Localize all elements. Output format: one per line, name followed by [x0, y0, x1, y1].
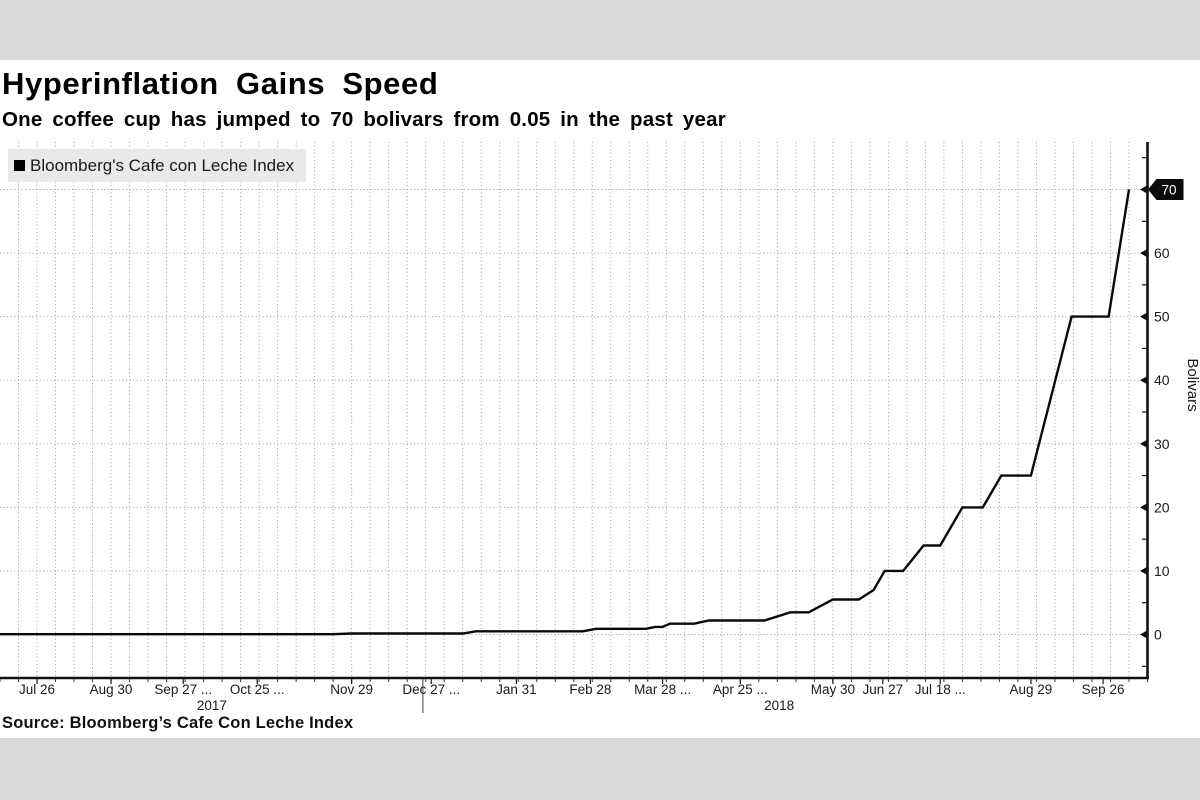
- x-tick-label: Feb 28: [569, 682, 611, 697]
- chart-title: Hyperinflation Gains Speed: [2, 66, 439, 101]
- y-major-tick: [1140, 376, 1147, 385]
- y-major-tick: [1140, 503, 1147, 512]
- y-tick-label: 0: [1154, 627, 1162, 643]
- legend-swatch-icon: [14, 160, 25, 171]
- y-major-tick: [1140, 630, 1147, 639]
- y-major-tick: [1140, 312, 1147, 321]
- price-line-series: [0, 189, 1131, 636]
- x-tick-label: Jan 31: [496, 682, 537, 697]
- y-axis-title: Bolivars: [1184, 358, 1200, 411]
- chart-subtitle: One coffee cup has jumped to 70 bolivars…: [2, 108, 726, 131]
- year-label: 2017: [197, 698, 227, 713]
- x-tick-label: Aug 29: [1010, 682, 1053, 697]
- y-tick-label: 40: [1154, 372, 1170, 388]
- y-tick-label: 10: [1154, 563, 1170, 579]
- y-tick-label: 60: [1154, 245, 1170, 261]
- x-tick-label: Mar 28 ...: [634, 682, 691, 697]
- chart-legend: Bloomberg's Cafe con Leche Index: [8, 149, 307, 182]
- x-tick-label: Oct 25 ...: [230, 682, 285, 697]
- x-tick-label: Aug 30: [90, 682, 133, 697]
- legend-series-label: Bloomberg's Cafe con Leche Index: [30, 155, 295, 175]
- y-major-tick: [1140, 566, 1147, 575]
- x-tick-label: Sep 26: [1082, 682, 1125, 697]
- x-tick-label: Jun 27: [863, 682, 904, 697]
- y-tick-label: 50: [1154, 309, 1170, 325]
- y-major-tick: [1140, 185, 1147, 194]
- x-tick-label: Jul 26: [19, 682, 55, 697]
- y-major-tick: [1140, 249, 1147, 258]
- y-tick-label: 30: [1154, 436, 1170, 452]
- year-label: 2018: [764, 698, 794, 713]
- x-tick-label: Dec 27 ...: [402, 682, 460, 697]
- y-tick-label: 20: [1154, 499, 1170, 515]
- x-tick-label: Nov 29: [330, 682, 373, 697]
- x-tick-label: Jul 18 ...: [915, 682, 966, 697]
- x-tick-label: Apr 25 ...: [713, 682, 768, 697]
- last-value-badge: [1148, 179, 1184, 201]
- last-value-badge-label: 70: [1161, 182, 1176, 197]
- source-attribution: Source: Bloomberg’s Cafe Con Leche Index: [2, 714, 354, 732]
- y-major-tick: [1140, 439, 1147, 448]
- x-tick-label: May 30: [811, 682, 855, 697]
- x-tick-label: Sep 27 ...: [154, 682, 212, 697]
